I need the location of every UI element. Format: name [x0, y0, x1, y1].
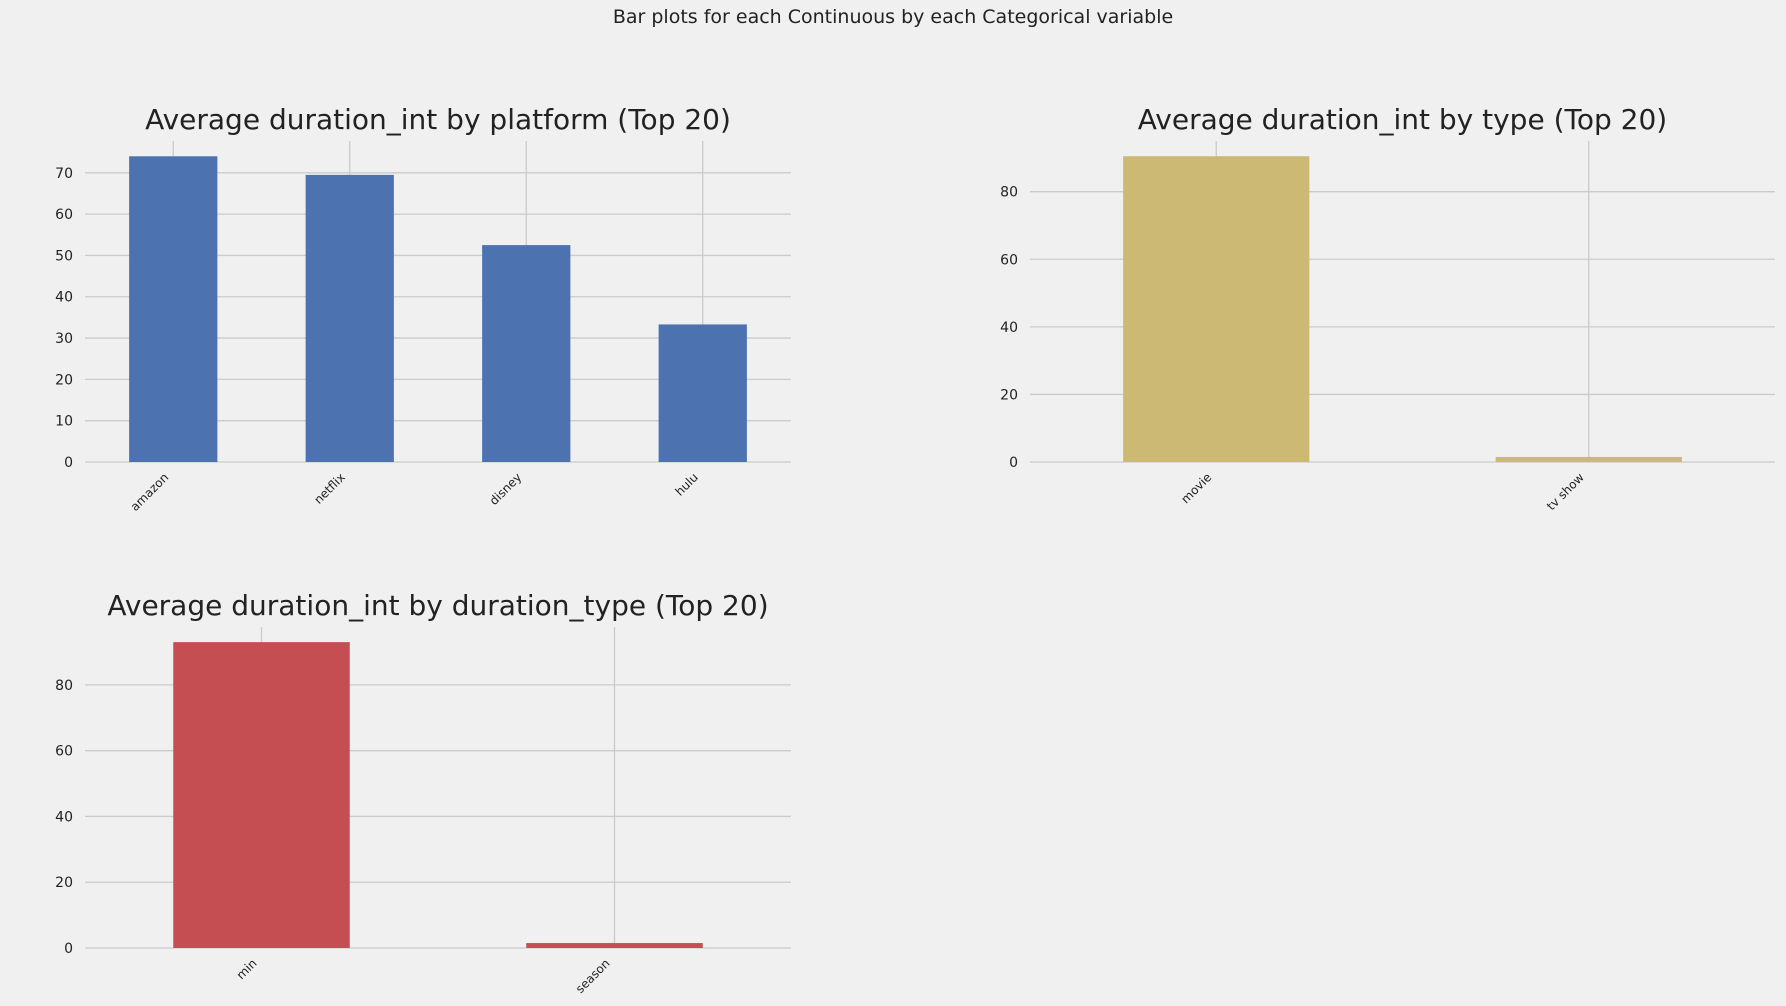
figure-suptitle: Bar plots for each Continuous by each Ca…: [612, 6, 1174, 28]
y-tick-label: 70: [55, 166, 73, 182]
y-tick-label: 0: [64, 941, 73, 957]
y-tick-label: 40: [1000, 320, 1018, 336]
chart-type: Average duration_int by type (Top 20) 0 20…: [1000, 103, 1775, 513]
y-tick-label: 80: [1000, 185, 1018, 201]
x-tick-label: min: [234, 956, 260, 982]
bar-min: [173, 642, 350, 948]
x-tick-label: season: [573, 956, 613, 996]
y-tick-label: 60: [55, 207, 73, 223]
chart-title: Average duration_int by platform (Top 20…: [145, 103, 731, 136]
bar-netflix: [305, 174, 394, 462]
bar-movie: [1123, 156, 1310, 462]
x-tick-label: netflix: [311, 470, 348, 507]
x-tick-label: hulu: [672, 470, 700, 498]
y-tick-label: 40: [55, 290, 73, 306]
y-tick-label: 80: [55, 678, 73, 694]
chart-duration-type: Average duration_int by duration_type (T…: [55, 589, 791, 996]
y-tick-label: 0: [1009, 455, 1018, 471]
y-tick-label: 0: [64, 455, 73, 471]
y-tick-label: 40: [55, 809, 73, 825]
y-tick-label: 60: [1000, 252, 1018, 268]
y-tick-label: 30: [55, 331, 73, 347]
y-tick-label: 20: [1000, 387, 1018, 403]
bar-season: [526, 943, 703, 948]
y-tick-label: 20: [55, 875, 73, 891]
bar-tv-show: [1495, 456, 1682, 462]
y-tick-label: 10: [55, 414, 73, 430]
bar-amazon: [129, 156, 218, 463]
x-tick-label: amazon: [128, 470, 172, 514]
x-tick-label: tv show: [1544, 470, 1587, 513]
x-tick-label: disney: [487, 470, 525, 508]
chart-title: Average duration_int by duration_type (T…: [107, 589, 768, 622]
y-tick-label: 60: [55, 744, 73, 760]
chart-platform: Average duration_int by platform (Top 20…: [55, 103, 791, 514]
x-tick-label: movie: [1178, 470, 1214, 506]
bar-hulu: [658, 324, 747, 462]
bar-disney: [482, 245, 571, 462]
y-tick-label: 20: [55, 372, 73, 388]
chart-title: Average duration_int by type (Top 20): [1138, 103, 1667, 136]
y-tick-label: 50: [55, 248, 73, 264]
